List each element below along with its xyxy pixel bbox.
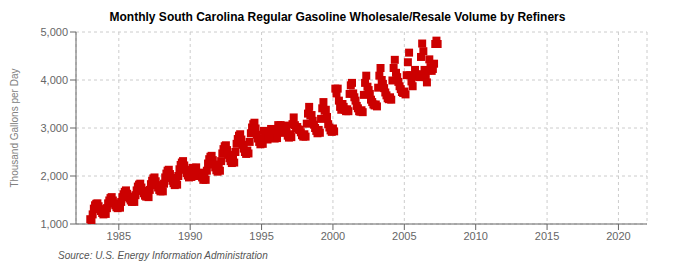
svg-text:1995: 1995: [249, 230, 273, 242]
svg-text:2015: 2015: [535, 230, 559, 242]
svg-text:5,000: 5,000: [40, 26, 68, 38]
svg-text:2010: 2010: [463, 230, 487, 242]
html-text:Source: U.S. Energy Informatio: Source: U.S. Energy Information Administ…: [58, 250, 268, 261]
svg-text:2000: 2000: [321, 230, 345, 242]
svg-text:2005: 2005: [392, 230, 416, 242]
svg-text:4,000: 4,000: [40, 74, 68, 86]
html-text:Monthly South Carolina Regular: Monthly South Carolina Regular Gasoline …: [109, 10, 566, 24]
svg-text:2020: 2020: [606, 230, 630, 242]
svg-text:3,000: 3,000: [40, 122, 68, 134]
svg-text:1990: 1990: [178, 230, 202, 242]
svg-text:1985: 1985: [107, 230, 131, 242]
svg-text:1,000: 1,000: [40, 218, 68, 230]
svg-text:Thousand Gallons per Day: Thousand Gallons per Day: [9, 69, 20, 188]
svg-text:2,000: 2,000: [40, 170, 68, 182]
